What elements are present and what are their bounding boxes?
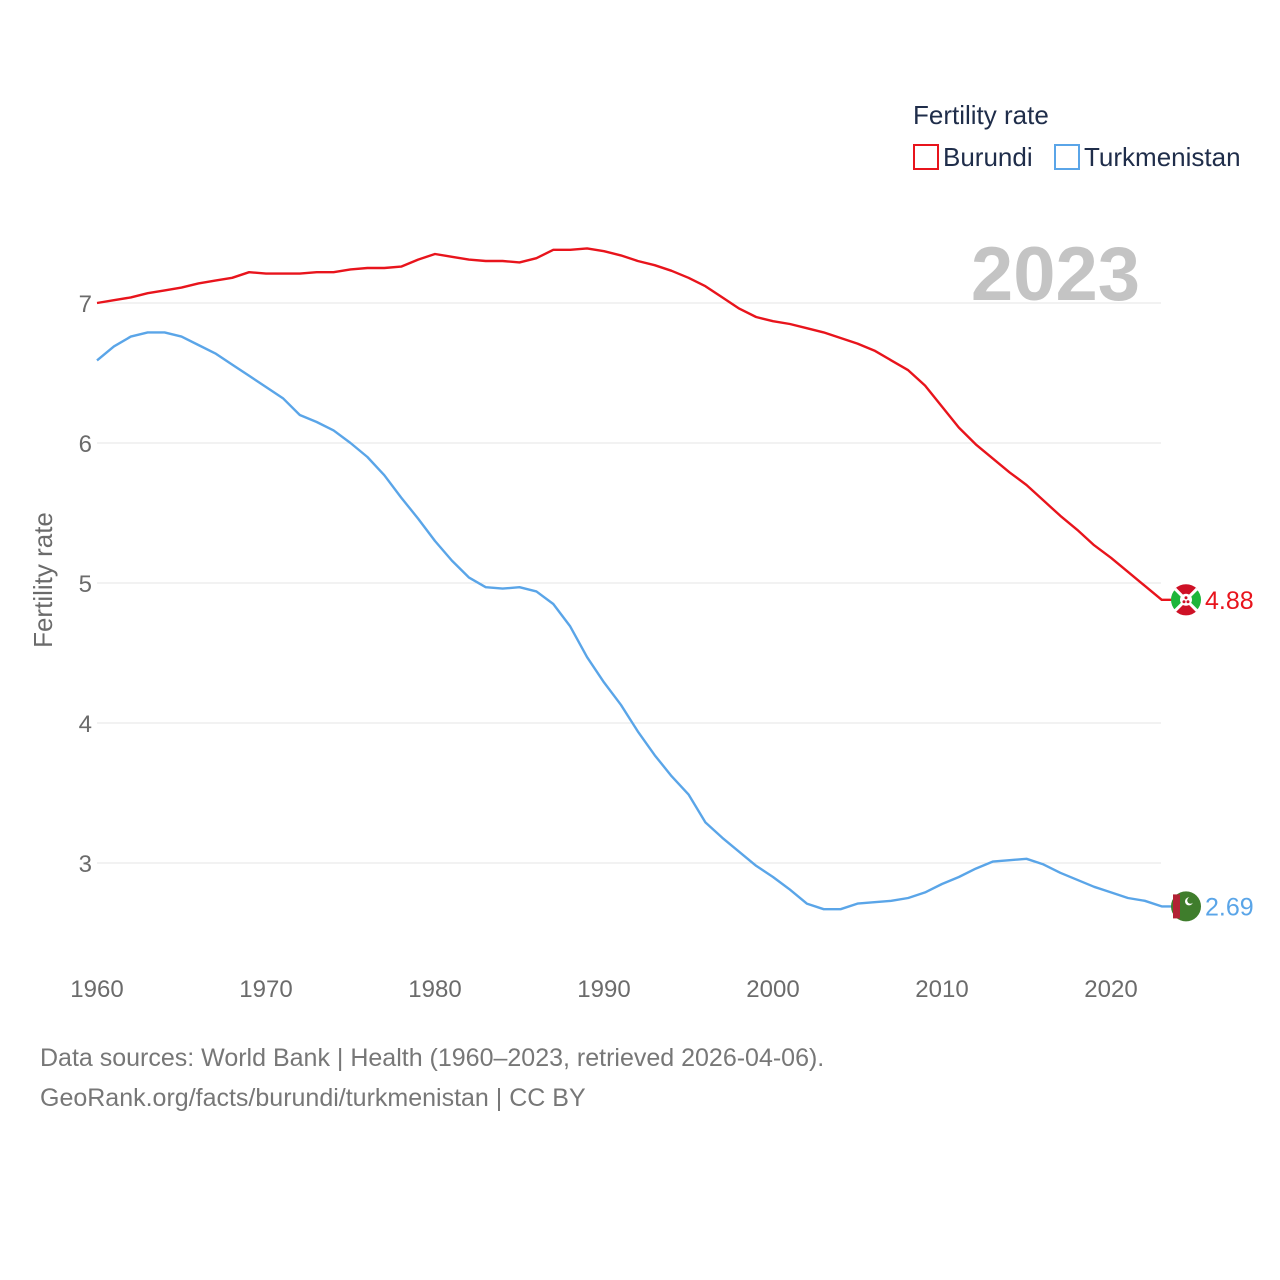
legend[interactable]: Fertility rate Burundi Turkmenistan xyxy=(913,100,1241,172)
y-tick-label: 6 xyxy=(79,431,92,458)
x-tick-label: 2010 xyxy=(915,976,968,1003)
turkmenistan-flag-icon xyxy=(1171,891,1201,922)
legend-item-turkmenistan[interactable]: Turkmenistan xyxy=(1054,142,1241,172)
series-lines xyxy=(96,247,1172,911)
x-tick-label: 2020 xyxy=(1084,976,1137,1003)
legend-label-turkmenistan: Turkmenistan xyxy=(1084,142,1241,172)
y-tick-label: 3 xyxy=(79,851,92,878)
x-axis-ticks: 1960 1970 1980 1990 2000 2010 2020 xyxy=(70,976,1137,1003)
y-tick-label: 5 xyxy=(79,571,92,598)
y-axis-label: Fertility rate xyxy=(28,512,58,648)
series-end-markers: 4.88 2.69 xyxy=(1171,584,1254,922)
source-line-2: GeoRank.org/facts/burundi/turkmenistan |… xyxy=(40,1084,586,1112)
end-value-label-turkmenistan: 2.69 xyxy=(1205,893,1254,921)
gridlines xyxy=(97,302,1161,864)
x-tick-label: 1980 xyxy=(408,976,461,1003)
y-tick-label: 4 xyxy=(79,711,92,738)
legend-item-burundi[interactable]: Burundi xyxy=(913,142,1033,172)
series-line-turkmenistan xyxy=(96,331,1172,911)
x-tick-label: 1960 xyxy=(70,976,123,1003)
x-tick-label: 1970 xyxy=(239,976,292,1003)
legend-swatch-burundi xyxy=(913,144,939,170)
legend-label-burundi: Burundi xyxy=(943,142,1033,172)
year-label: 2023 xyxy=(971,232,1140,317)
x-tick-label: 1990 xyxy=(577,976,630,1003)
legend-swatch-turkmenistan xyxy=(1054,144,1080,170)
series-line-burundi xyxy=(96,247,1172,601)
end-value-label-burundi: 4.88 xyxy=(1205,587,1254,615)
source-line-1: Data sources: World Bank | Health (1960–… xyxy=(40,1044,825,1072)
y-axis-ticks: 3 4 5 6 7 xyxy=(79,291,92,878)
x-tick-label: 2000 xyxy=(746,976,799,1003)
burundi-flag-icon xyxy=(1171,584,1201,616)
legend-title: Fertility rate xyxy=(913,100,1049,130)
y-tick-label: 7 xyxy=(79,291,92,318)
